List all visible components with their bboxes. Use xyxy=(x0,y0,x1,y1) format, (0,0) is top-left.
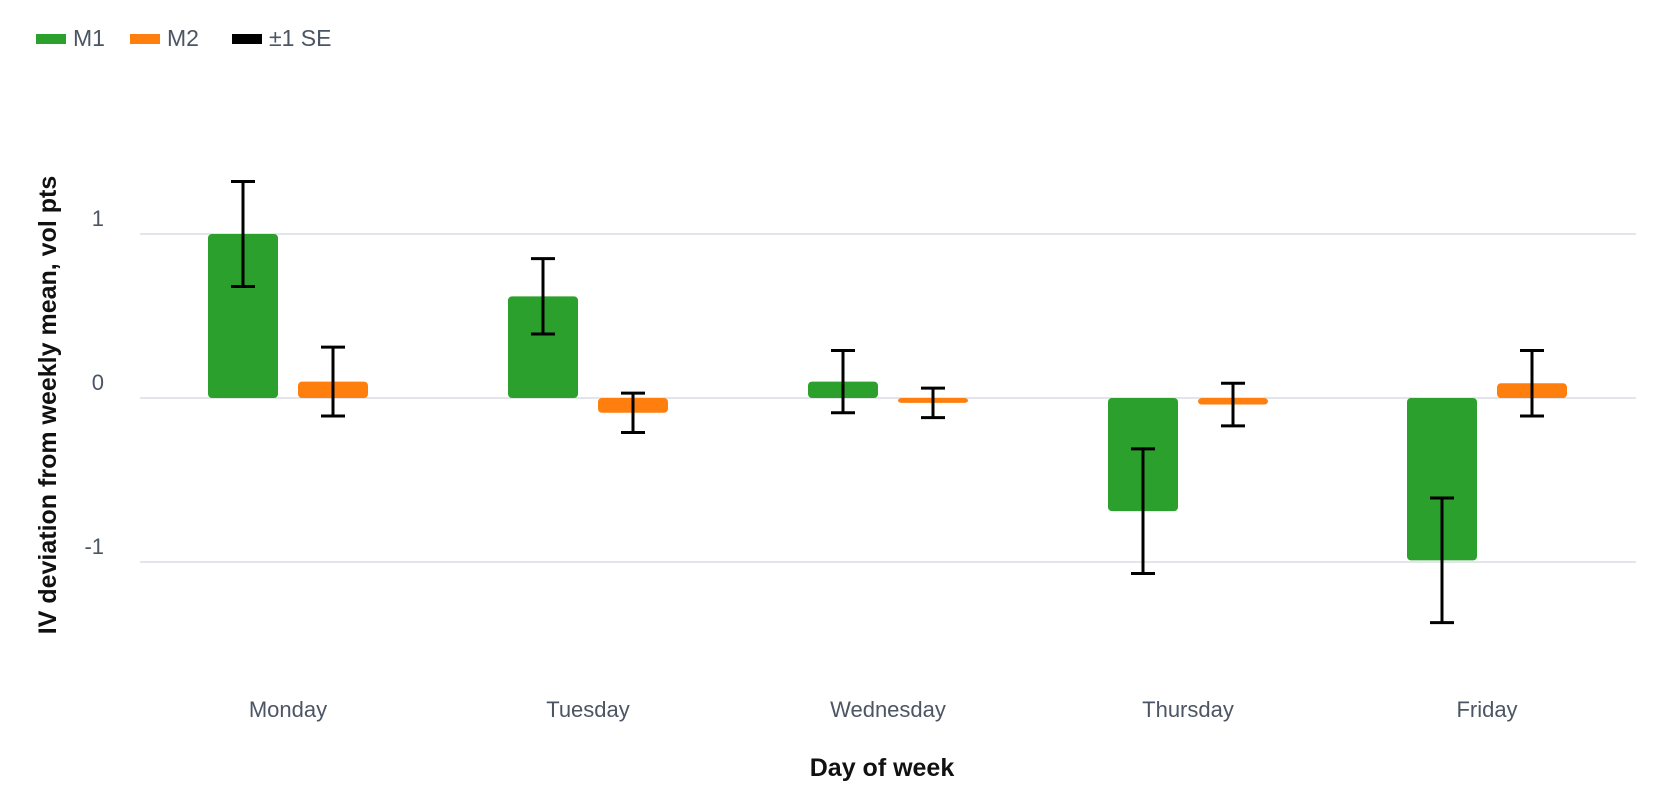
y-tick-label-1: -1 xyxy=(84,534,104,559)
error-bar-m1-friday xyxy=(1430,496,1454,625)
legend-item-m1[interactable]: M1 xyxy=(36,25,105,51)
bar-m1-tuesday xyxy=(508,296,578,398)
legend-swatch-m1 xyxy=(36,34,66,44)
y-axis-title: IV deviation from weekly mean, vol pts xyxy=(34,176,62,634)
x-tick-label-tuesday: Tuesday xyxy=(546,697,630,722)
error-bar-m2-monday xyxy=(321,345,345,418)
bar-m1-friday xyxy=(1407,398,1477,561)
y-tick-label-2: 0 xyxy=(92,370,104,395)
x-tick-label-friday: Friday xyxy=(1456,697,1517,722)
legend-item-m2[interactable]: M2 xyxy=(130,25,199,51)
x-axis-ticks: Monday Tuesday Wednesday Thursday Friday xyxy=(249,697,1518,722)
legend-label-se: ±1 SE xyxy=(269,25,332,51)
legend-swatch-se xyxy=(232,34,262,44)
error-bar-m2-thursday xyxy=(1221,381,1245,428)
legend: M1 M2 ±1 SE xyxy=(36,25,332,51)
x-tick-label-wednesday: Wednesday xyxy=(830,697,946,722)
bar-m1-monday xyxy=(208,234,278,398)
error-bar-m1-wednesday xyxy=(831,348,855,415)
bars xyxy=(208,234,1567,561)
legend-item-se[interactable]: ±1 SE xyxy=(232,25,332,51)
x-tick-label-monday: Monday xyxy=(249,697,327,722)
error-bar-m2-friday xyxy=(1520,348,1544,418)
y-tick-label-3: 1 xyxy=(92,206,104,231)
error-bar-m1-tuesday xyxy=(531,257,555,336)
legend-swatch-m2 xyxy=(130,34,160,44)
legend-label-m1: M1 xyxy=(73,25,105,51)
error-bar-m2-wednesday xyxy=(921,386,945,420)
x-tick-label-thursday: Thursday xyxy=(1142,697,1234,722)
error-bars xyxy=(231,180,1544,625)
error-bar-m2-tuesday xyxy=(621,391,645,434)
y-axis-ticks: -1 0 1 xyxy=(84,206,104,559)
legend-label-m2: M2 xyxy=(167,25,199,51)
error-bar-m1-thursday xyxy=(1131,447,1155,575)
error-bar-m1-monday xyxy=(231,180,255,288)
grid xyxy=(140,233,1636,563)
x-axis-title: Day of week xyxy=(810,754,955,782)
